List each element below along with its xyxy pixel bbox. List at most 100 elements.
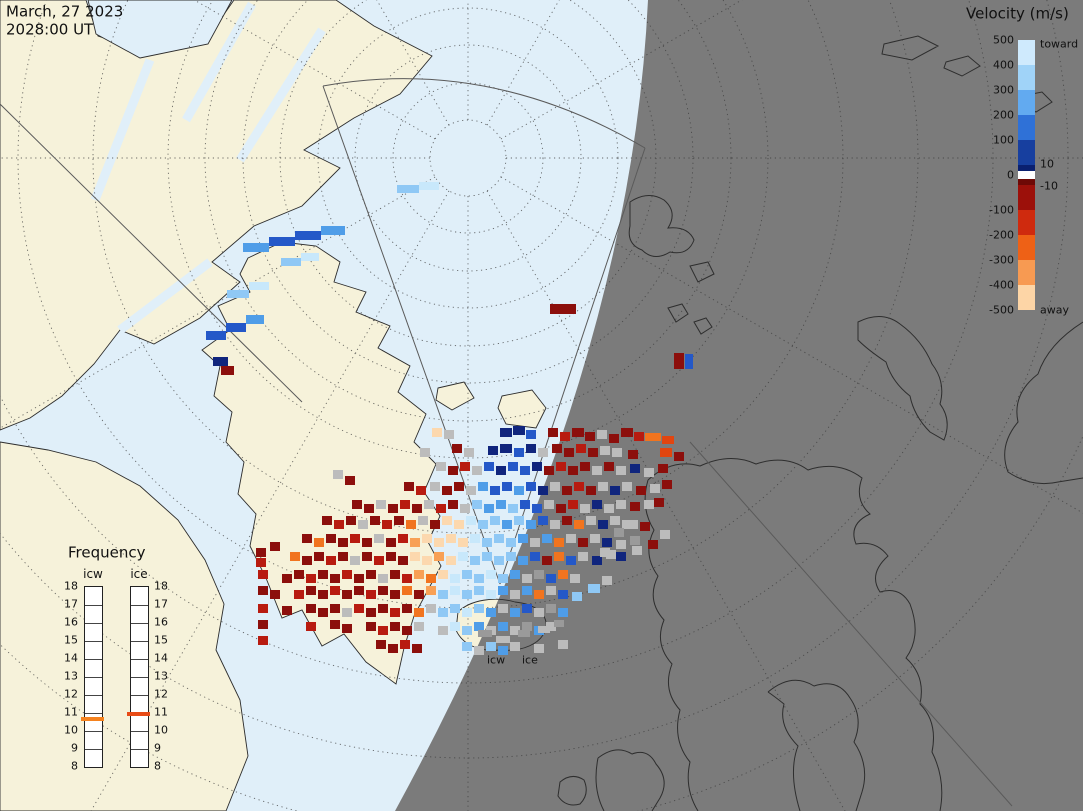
velocity-cell — [404, 482, 414, 491]
velocity-cell — [333, 470, 343, 479]
velocity-cell — [390, 608, 400, 617]
velocity-cell — [614, 528, 624, 537]
frequency-tick-left: 17 — [64, 597, 78, 611]
velocity-cell — [400, 500, 410, 509]
velocity-cell — [498, 586, 508, 595]
velocity-cell — [302, 534, 312, 543]
velocity-cell — [604, 462, 614, 471]
velocity-cell — [438, 570, 448, 579]
velocity-cell — [630, 464, 640, 473]
velocity-cell — [554, 620, 564, 627]
frequency-cell-divider — [85, 641, 102, 642]
velocity-cell — [258, 636, 268, 645]
velocity-cell — [450, 586, 460, 595]
velocity-cell — [546, 574, 556, 583]
velocity-cell — [352, 500, 362, 509]
velocity-cell — [426, 604, 436, 613]
velocity-cell — [558, 640, 568, 649]
velocity-cell — [376, 500, 386, 509]
velocity-cell — [506, 552, 516, 561]
velocity-cell — [466, 486, 476, 495]
velocity-cell — [514, 486, 524, 495]
velocity-cell — [572, 592, 582, 601]
velocity-cell — [386, 538, 396, 547]
frequency-marker-ice — [127, 711, 150, 716]
velocity-band-toward — [1018, 40, 1035, 65]
velocity-cell — [502, 482, 512, 491]
velocity-cell — [322, 516, 332, 525]
velocity-cell — [338, 552, 348, 561]
frequency-tick-left: 13 — [64, 669, 78, 683]
velocity-tick: -500 — [989, 303, 1014, 317]
velocity-cell — [644, 500, 654, 509]
velocity-cell — [474, 604, 484, 613]
velocity-cell — [496, 500, 506, 509]
velocity-cell — [295, 231, 321, 240]
velocity-cell — [488, 446, 498, 455]
velocity-cell — [388, 504, 398, 513]
velocity-cell — [570, 574, 580, 583]
velocity-cell — [585, 432, 595, 441]
velocity-cell — [426, 574, 436, 583]
velocity-cell — [510, 590, 520, 599]
frequency-tick-right: 13 — [154, 669, 168, 683]
velocity-cell — [544, 500, 554, 509]
frequency-tick-left: 18 — [64, 579, 78, 593]
velocity-cell — [282, 574, 292, 583]
frequency-cell-divider — [85, 623, 102, 624]
velocity-cell — [645, 433, 661, 441]
velocity-cell — [546, 586, 556, 595]
velocity-cell — [358, 520, 368, 529]
radar-velocity-cells — [206, 182, 693, 655]
velocity-cell — [346, 516, 356, 525]
velocity-cell — [474, 574, 484, 583]
frequency-tick-left: 8 — [71, 759, 78, 773]
velocity-cell — [490, 486, 500, 495]
velocity-cell — [350, 534, 360, 543]
velocity-cell — [556, 504, 566, 513]
velocity-cell — [452, 444, 462, 453]
velocity-cell — [662, 480, 672, 489]
velocity-cell — [414, 590, 424, 599]
velocity-cell — [402, 626, 412, 635]
velocity-cell — [448, 466, 458, 475]
velocity-cell — [514, 448, 524, 457]
velocity-band-toward — [1018, 65, 1035, 90]
velocity-cell — [580, 504, 590, 513]
velocity-tick: -300 — [989, 253, 1014, 267]
frequency-tick-right: 15 — [154, 633, 168, 647]
meridian-line — [500, 176, 1083, 514]
velocity-cell — [420, 448, 430, 457]
velocity-cell — [546, 622, 556, 631]
velocity-cell — [386, 552, 396, 561]
velocity-band-toward — [1018, 140, 1035, 165]
velocity-cell — [498, 646, 508, 655]
velocity-cell — [538, 448, 548, 457]
velocity-tick: 400 — [993, 58, 1014, 72]
velocity-cell — [412, 644, 422, 653]
velocity-cell — [586, 516, 596, 525]
velocity-cell — [426, 586, 436, 595]
meridian-line — [486, 190, 846, 811]
frequency-legend-title: Frequency — [68, 543, 146, 562]
velocity-tick: 500 — [993, 33, 1014, 47]
velocity-cell — [600, 446, 610, 455]
velocity-cell — [658, 464, 668, 473]
velocity-cell — [520, 500, 530, 509]
latitude-circle — [204, 0, 732, 422]
velocity-cell — [462, 626, 472, 635]
map-label-icw: icw — [487, 653, 506, 667]
velocity-cell — [394, 516, 404, 525]
frequency-cell-divider — [131, 677, 148, 678]
velocity-cell — [482, 552, 492, 561]
frequency-tick-left: 14 — [64, 651, 78, 665]
velocity-cell — [246, 315, 264, 324]
velocity-cell — [442, 516, 452, 525]
velocity-cell — [342, 608, 352, 617]
frequency-cell-divider — [85, 659, 102, 660]
velocity-cell — [378, 586, 388, 595]
velocity-cell — [510, 570, 520, 579]
frequency-cell-divider — [85, 695, 102, 696]
